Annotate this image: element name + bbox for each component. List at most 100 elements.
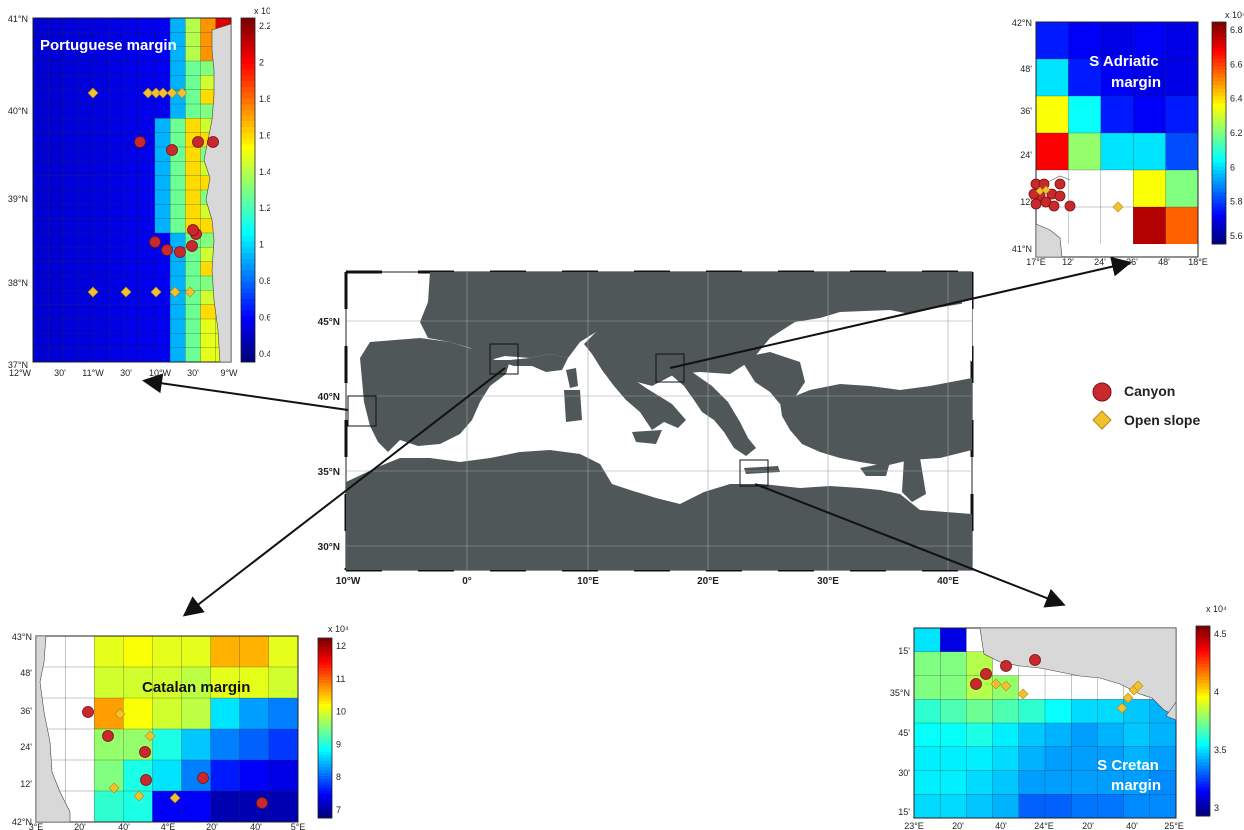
heatmap-cell [123,697,153,730]
lat-label: 48' [1020,64,1032,74]
heatmap-cell [93,161,110,177]
lon-label: 0° [462,576,472,587]
heatmap-cell [48,132,64,148]
colorbar-segment [1196,686,1210,690]
colorbar-segment [1212,181,1226,186]
heatmap-cell [1100,169,1134,208]
colorbar-segment [241,190,255,197]
colorbar-segment [1196,695,1210,700]
heatmap-cell [48,290,64,306]
colorbar-segment [1196,812,1210,817]
colorbar-segment [318,788,332,792]
colorbar-segment [1196,787,1210,792]
heatmap-cell [124,318,141,334]
box-adriatic [655,353,685,383]
colorbar-segment [241,132,255,139]
colorbar-tick: 6.8 [1230,25,1243,35]
heatmap-cell [109,318,125,334]
colorbar-segment [1212,66,1226,71]
heatmap-cell [93,118,110,134]
heatmap-cell [1071,722,1098,748]
lon-label: 20' [1082,821,1094,830]
heatmap-cell [185,189,201,205]
colorbar-segment [1196,717,1210,722]
heatmap-cell [1071,794,1098,819]
heatmap-cell [48,247,64,263]
colorbar-segment [241,184,255,191]
colorbar-segment [318,704,332,708]
heatmap-cell [154,103,171,119]
heatmap-cell [181,728,212,761]
heatmap-cell [913,627,941,653]
colorbar-segment [241,339,255,346]
heatmap-cell [78,146,95,162]
lon-label: 23°E [904,821,924,830]
colorbar-segment [1212,151,1226,156]
colorbar-segment [318,650,332,654]
open-slope-marker [1041,185,1051,195]
heatmap-cell [109,218,125,234]
heatmap-cell [1100,132,1134,171]
heatmap-cell [78,103,95,119]
heatmap-cell [78,17,95,33]
colorbar-segment [241,75,255,82]
colorbar [1212,22,1226,245]
colorbar-segment [1212,44,1226,49]
colorbar-segment [241,98,255,105]
heatmap-cell [124,89,141,105]
heatmap-cell [139,60,156,76]
heatmap-cell [152,697,182,730]
colorbar-segment [1212,125,1226,130]
heatmap-cell [239,728,270,761]
heatmap-cell [78,175,95,191]
heatmap-cell [48,118,64,134]
lon-label: 20' [74,822,86,830]
colorbar-segment [1212,77,1226,82]
heatmap-cell [139,175,156,191]
heatmap-cell [32,333,49,349]
heatmap-cell [210,697,241,730]
heatmap-cell [154,17,171,33]
heatmap-cell [185,275,201,291]
colorbar-segment [241,81,255,88]
heatmap-cell [152,728,182,761]
colorbar-segment [1196,629,1210,633]
heatmap-cell [992,722,1020,748]
colorbar-segment [1212,188,1226,193]
colorbar-segment [1212,232,1226,238]
heatmap-cell [154,347,171,363]
heatmap-cell [139,347,156,363]
colorbar-segment [318,800,332,804]
heatmap-cell [124,333,141,349]
heatmap-cell [1123,746,1151,771]
heatmap-cell [93,218,110,234]
heatmap-cell [185,103,201,119]
colorbar-segment [318,797,332,801]
colorbar-segment [318,785,332,789]
colorbar-tick: 4 [1214,687,1219,697]
heatmap-cell [109,75,125,91]
colorbar-segment [318,767,332,771]
colorbar-segment [318,791,332,795]
colorbar-segment [1212,214,1226,219]
lon-label: 40°E [937,576,959,587]
open-slope-marker [1000,680,1012,692]
heatmap-cell [63,333,80,349]
heatmap-cell [32,89,49,105]
heatmap-cell [32,75,49,91]
colorbar-segment [1212,62,1226,67]
colorbar-segment [1212,47,1226,53]
colorbar-segment [1196,670,1210,674]
heatmap-cell [63,290,80,306]
heatmap-cell [109,232,125,248]
heatmap-cell [63,275,80,291]
colorbar-tick: 2 [259,57,264,67]
colorbar-tick: 12 [336,641,346,651]
colorbar [318,638,332,819]
heatmap-cell [109,333,125,349]
heatmap-cell [966,722,994,748]
colorbar-segment [241,35,255,42]
open-slope-marker [176,87,188,99]
heatmap-cell [1149,746,1177,771]
lon-label: 18°E [1188,257,1208,265]
